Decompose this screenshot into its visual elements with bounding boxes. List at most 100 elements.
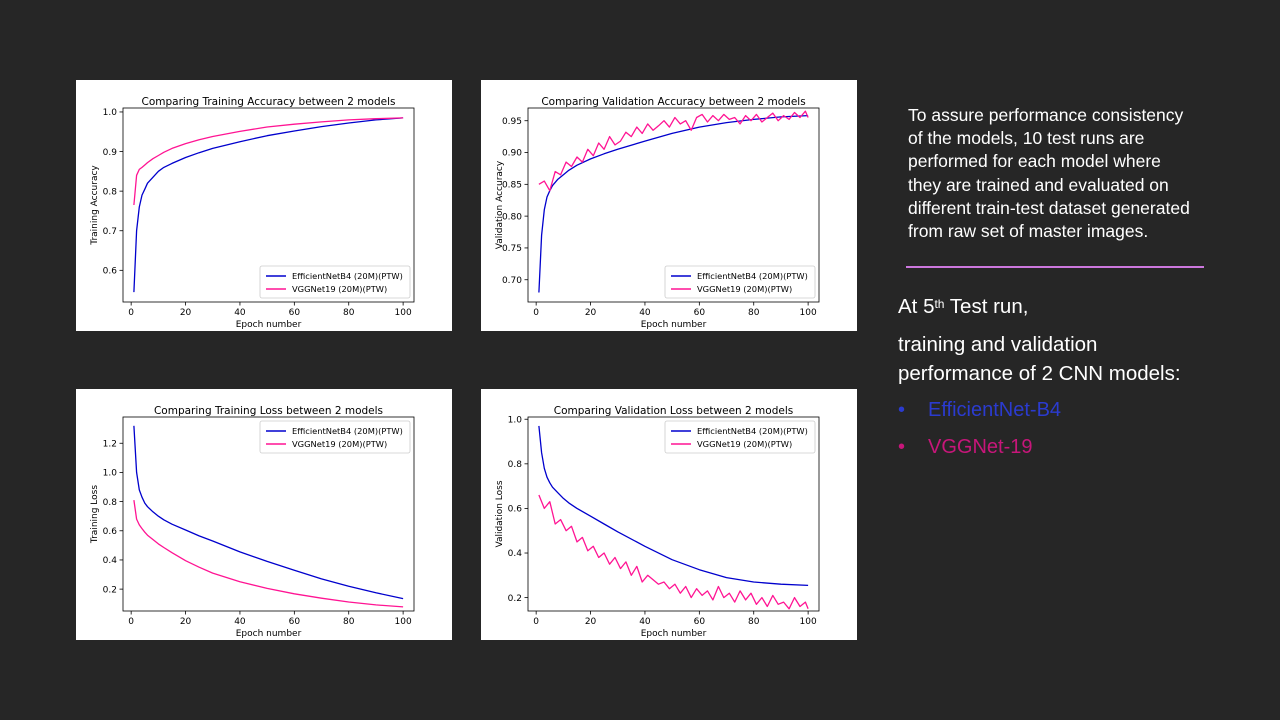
y-tick-label: 0.90 [502,149,522,159]
series-line [538,494,809,610]
legend-label: EfficientNetB4 (20M)(PTW) [292,271,403,281]
chart-title: Comparing Validation Loss between 2 mode… [554,405,793,417]
series-line [538,425,809,587]
y-tick-label: 0.6 [103,267,118,277]
x-tick-label: 40 [234,617,246,627]
training-loss-chart-svg: Comparing Training Loss between 2 models… [90,405,415,639]
bullet-efficientnet: • EfficientNet-B4 [898,396,1061,424]
series-line [133,117,404,206]
legend-label: VGGNet19 (20M)(PTW) [697,439,792,449]
y-tick-label: 0.9 [103,148,118,158]
training-accuracy-chart-svg: Comparing Training Accuracy between 2 mo… [90,96,415,330]
x-tick-label: 20 [180,617,192,627]
y-axis-label: Training Accuracy [90,165,100,246]
plot-frame [122,416,415,612]
y-axis-label: Validation Loss [495,480,505,547]
y-tick-label: 1.0 [103,469,118,479]
bullet-vggnet: • VGGNet-19 [898,433,1032,461]
x-tick-label: 60 [289,308,301,318]
x-tick-label: 40 [639,617,651,627]
x-tick-label: 100 [800,308,817,318]
x-tick-label: 60 [694,617,706,627]
y-tick-label: 0.2 [103,585,117,595]
x-axis-label: Epoch number [641,320,707,330]
y-tick-label: 0.8 [508,460,523,470]
legend-label: EfficientNetB4 (20M)(PTW) [697,426,808,436]
subheading-line: performance of 2 CNN models: [898,362,1181,385]
training-loss-chart: Comparing Training Loss between 2 models… [76,389,452,640]
series-line [133,117,404,293]
training-accuracy-chart: Comparing Training Accuracy between 2 mo… [76,80,452,331]
x-tick-label: 80 [748,617,760,627]
chart-title: Comparing Training Loss between 2 models [154,405,383,417]
subheading-line: training and validation [898,333,1098,356]
legend-box [664,265,816,299]
x-tick-label: 0 [533,617,539,627]
validation-accuracy-chart-svg: Comparing Validation Accuracy between 2 … [495,96,820,330]
validation-accuracy-chart: Comparing Validation Accuracy between 2 … [481,80,857,331]
y-tick-label: 1.0 [103,108,118,118]
plot-frame [527,107,820,303]
x-axis-label: Epoch number [236,320,302,330]
description-line: different train-test dataset generated [908,197,1190,218]
y-tick-label: 0.8 [103,498,118,508]
x-tick-label: 80 [748,308,760,318]
x-tick-label: 100 [395,617,412,627]
legend-box [664,420,816,454]
x-tick-label: 40 [234,308,246,318]
y-tick-label: 0.85 [502,181,522,191]
x-tick-label: 0 [128,308,134,318]
x-tick-label: 40 [639,308,651,318]
y-axis-label: Validation Accuracy [495,160,505,249]
series-line [133,500,404,608]
x-tick-label: 20 [585,308,597,318]
legend-label: EfficientNetB4 (20M)(PTW) [292,426,403,436]
y-tick-label: 1.0 [508,415,523,425]
chart-title: Comparing Validation Accuracy between 2 … [541,96,805,108]
description-line: from raw set of master images. [908,221,1149,242]
y-tick-label: 1.2 [103,439,117,449]
x-tick-label: 100 [800,617,817,627]
bullet-dot-icon: • [898,436,906,458]
x-axis-label: Epoch number [641,629,707,639]
x-tick-label: 20 [585,617,597,627]
x-tick-label: 20 [180,308,192,318]
test-run-heading: At 5th Test run, [898,292,1028,321]
chart-title: Comparing Training Accuracy between 2 mo… [142,96,396,108]
x-tick-label: 60 [289,617,301,627]
y-tick-label: 0.95 [502,117,522,127]
y-tick-label: 0.8 [103,187,118,197]
y-tick-label: 0.7 [103,227,117,237]
description-line: To assure performance consistency [908,105,1184,125]
y-axis-label: Training Loss [90,485,100,544]
plot-frame [122,107,415,303]
x-tick-label: 0 [533,308,539,318]
heading-superscript: th [934,297,945,311]
x-axis-label: Epoch number [236,629,302,639]
bullet-dot-icon: • [898,399,906,421]
description-line: of the models, 10 test runs are [908,128,1145,149]
bullet-label: EfficientNet-B4 [928,399,1062,421]
x-tick-label: 100 [395,308,412,318]
legend-box [259,265,411,299]
heading-prefix: At 5 [898,295,935,318]
validation-loss-chart: Comparing Validation Loss between 2 mode… [481,389,857,640]
x-tick-label: 80 [343,617,355,627]
legend-label: VGGNet19 (20M)(PTW) [697,284,792,294]
legend-label: VGGNet19 (20M)(PTW) [292,284,387,294]
y-tick-label: 0.2 [508,594,522,604]
x-tick-label: 80 [343,308,355,318]
x-tick-label: 0 [128,617,134,627]
description-paragraph: To assure performance consistency of the… [908,104,1208,243]
heading-suffix: Test run, [944,295,1029,318]
bullet-label: VGGNet-19 [928,436,1033,458]
series-line [133,425,404,600]
series-line [538,114,809,293]
y-tick-label: 0.4 [103,556,118,566]
validation-loss-chart-svg: Comparing Validation Loss between 2 mode… [495,405,820,639]
legend-label: EfficientNetB4 (20M)(PTW) [697,271,808,281]
description-line: they are trained and evaluated on [908,174,1169,195]
y-tick-label: 0.6 [508,505,523,515]
x-tick-label: 60 [694,308,706,318]
plot-frame [527,416,820,612]
